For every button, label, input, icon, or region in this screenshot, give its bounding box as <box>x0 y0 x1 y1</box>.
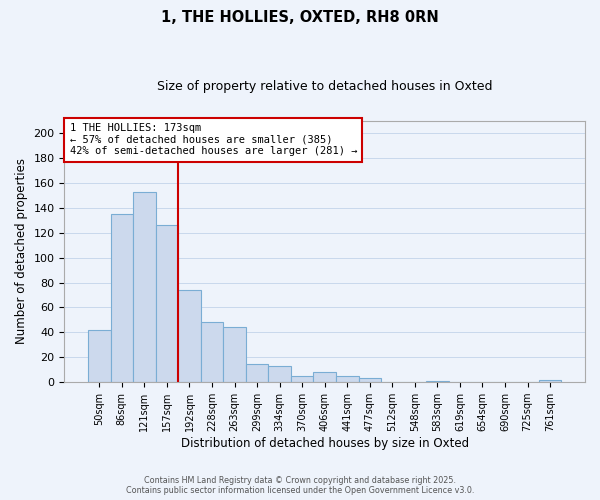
Text: 1, THE HOLLIES, OXTED, RH8 0RN: 1, THE HOLLIES, OXTED, RH8 0RN <box>161 10 439 25</box>
Bar <box>359 378 381 382</box>
Bar <box>223 328 246 382</box>
Bar <box>268 366 291 382</box>
Bar <box>110 214 133 382</box>
Bar <box>426 381 449 382</box>
Text: 1 THE HOLLIES: 173sqm
← 57% of detached houses are smaller (385)
42% of semi-det: 1 THE HOLLIES: 173sqm ← 57% of detached … <box>70 123 357 156</box>
Text: Contains HM Land Registry data © Crown copyright and database right 2025.
Contai: Contains HM Land Registry data © Crown c… <box>126 476 474 495</box>
Bar <box>246 364 268 382</box>
Bar <box>178 290 201 382</box>
Bar <box>155 225 178 382</box>
Bar <box>291 376 313 382</box>
Y-axis label: Number of detached properties: Number of detached properties <box>15 158 28 344</box>
Bar <box>336 376 359 382</box>
X-axis label: Distribution of detached houses by size in Oxted: Distribution of detached houses by size … <box>181 437 469 450</box>
Bar <box>88 330 110 382</box>
Bar <box>313 372 336 382</box>
Bar <box>133 192 155 382</box>
Bar <box>539 380 562 382</box>
Title: Size of property relative to detached houses in Oxted: Size of property relative to detached ho… <box>157 80 493 93</box>
Bar <box>201 322 223 382</box>
